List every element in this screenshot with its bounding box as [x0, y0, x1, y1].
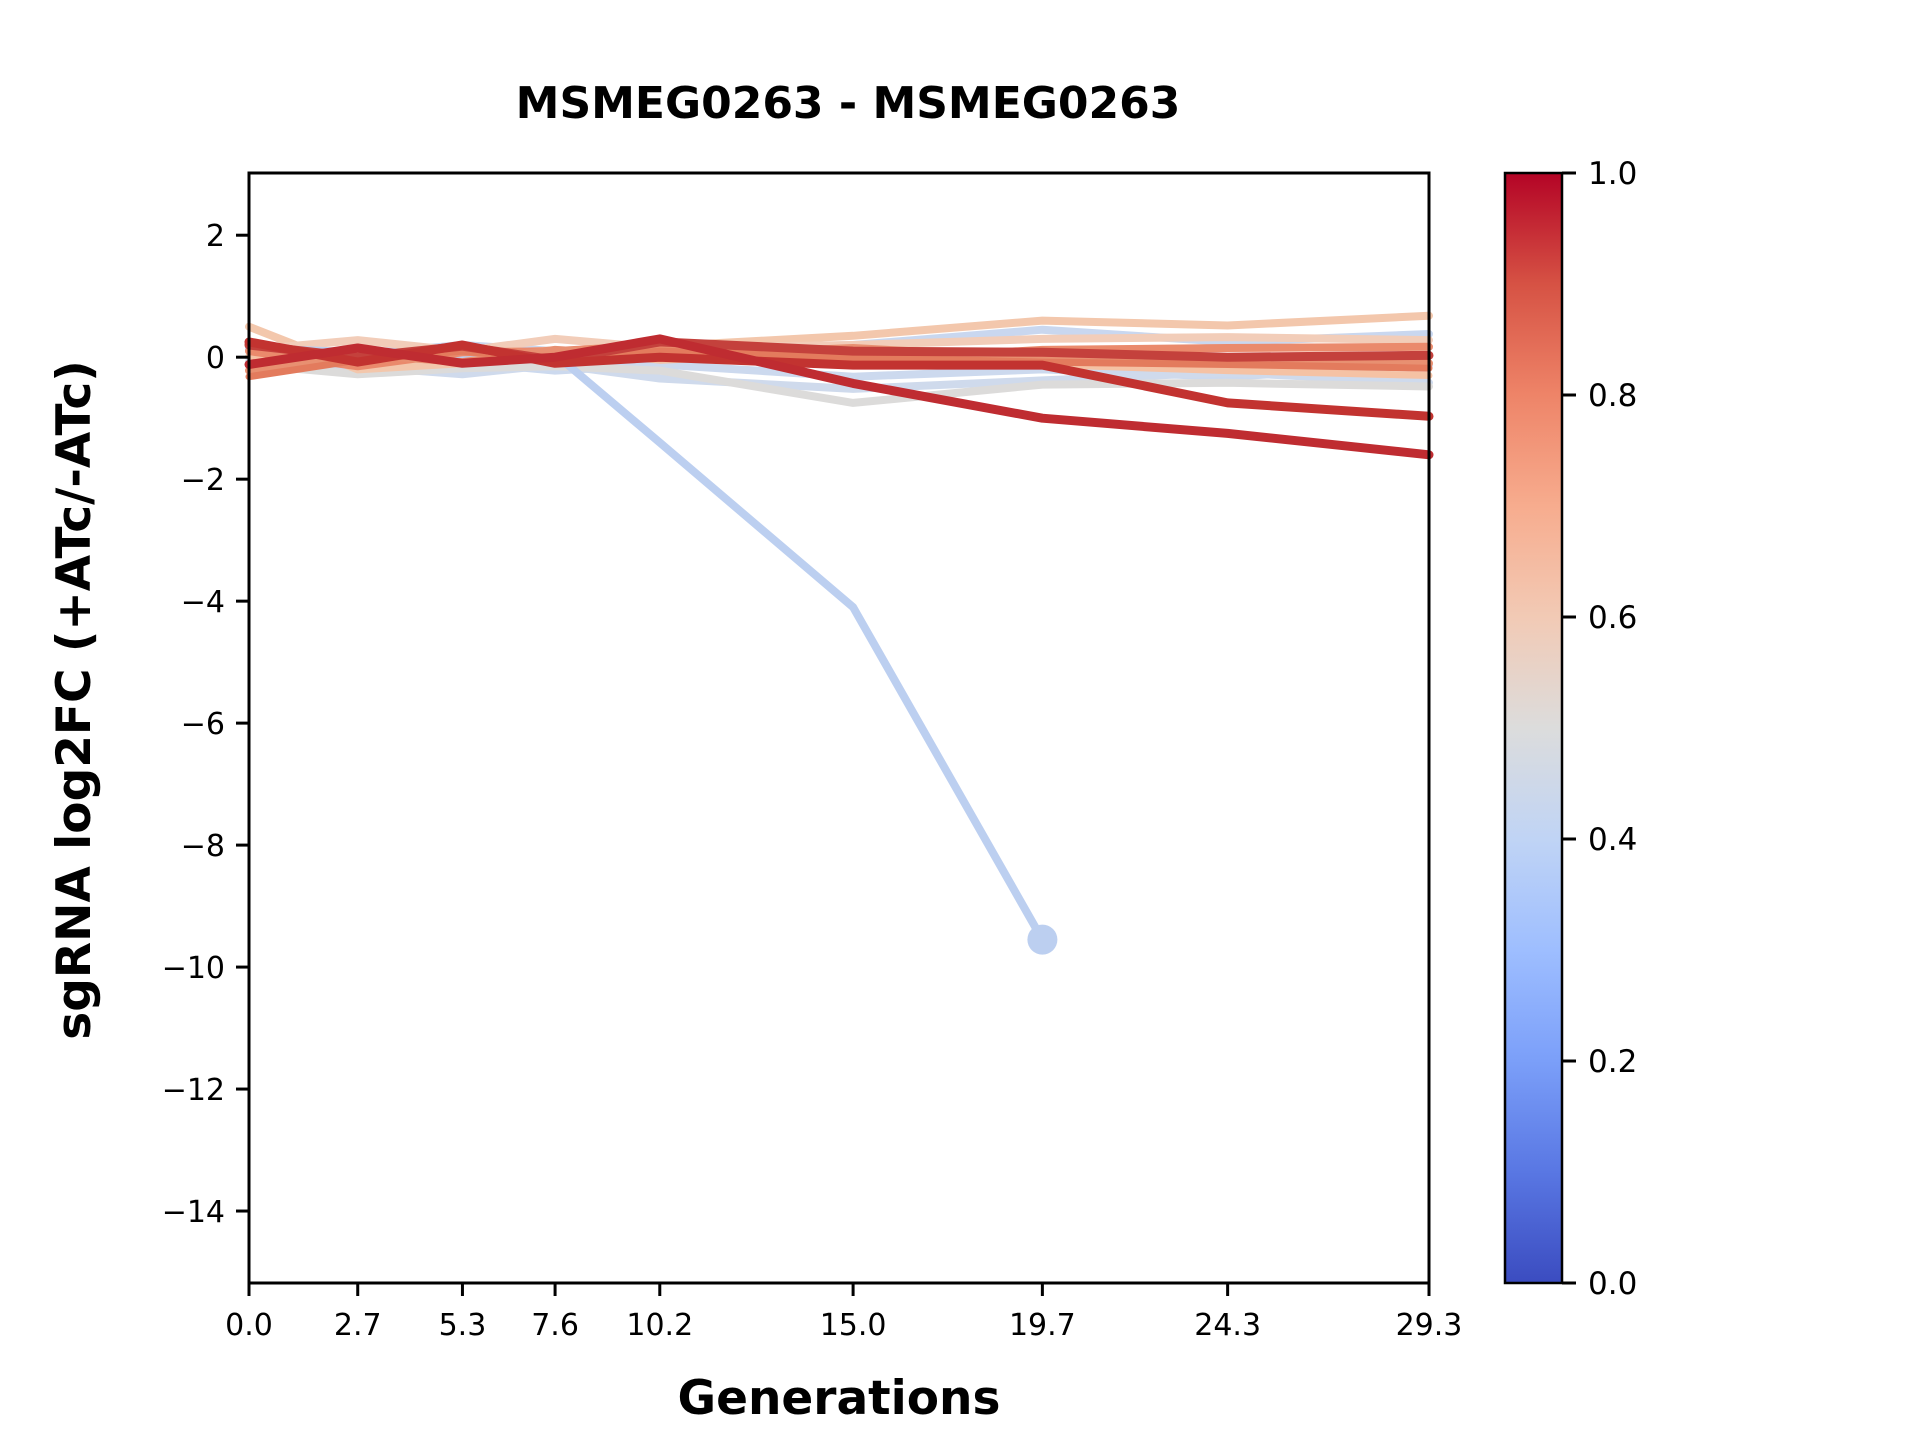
- colorbar-tick-label: 1.0: [1588, 156, 1637, 192]
- x-tick-label: 15.0: [820, 1308, 887, 1343]
- chart-title: MSMEG0263 - MSMEG0263: [516, 78, 1181, 129]
- colorbar-tick-label: 0.4: [1588, 822, 1637, 858]
- y-axis-label: sgRNA log2FC (+ATc/-ATc): [47, 360, 102, 1039]
- colorbar: 1.0 0.8 0.6 0.4 0.2 0.0: [1503, 156, 1637, 1302]
- x-tick-label: 2.7: [334, 1308, 382, 1343]
- series-layer: [244, 311, 1434, 955]
- y-tick-label: −4: [181, 585, 225, 620]
- y-tick-label: −14: [162, 1195, 225, 1230]
- x-tick-label: 7.6: [531, 1308, 579, 1343]
- y-tick-label: −12: [162, 1073, 225, 1108]
- x-tick-label: 24.3: [1194, 1308, 1261, 1343]
- y-tick-label: 0: [206, 341, 225, 376]
- dropout-endpoint-marker: [1027, 924, 1058, 955]
- x-tick-label: 19.7: [1009, 1308, 1076, 1343]
- colorbar-gradient: [1503, 171, 1564, 1285]
- y-tick-label: 2: [206, 219, 225, 254]
- series-line-sgrna-blue-dropout: [245, 344, 1047, 944]
- x-tick-label: 10.2: [626, 1308, 693, 1343]
- x-tick-label: 0.0: [225, 1308, 273, 1343]
- y-tick-label: −10: [162, 951, 225, 986]
- colorbar-tick-label: 0.0: [1588, 1266, 1637, 1302]
- plot-border: [247, 171, 1431, 1285]
- y-tick-label: −6: [181, 707, 225, 742]
- y-tick-label: −8: [181, 829, 225, 864]
- series-line-sgrna-gray: [245, 360, 1433, 407]
- colorbar-tick-label: 0.6: [1588, 600, 1637, 636]
- y-tick-label: −2: [181, 463, 225, 498]
- series-line-sgrna-darkred-3: [244, 334, 1434, 460]
- x-tick-label: 29.3: [1396, 1308, 1463, 1343]
- axis-layer: 0.0 2.7 5.3 7.6 10.2 15.0 19.7 24.3 29.3 2 0 −2 −4 −6…: [162, 219, 1463, 1343]
- x-tick-label: 5.3: [439, 1308, 487, 1343]
- x-axis-label: Generations: [678, 1371, 1001, 1426]
- colorbar-tick-label: 0.8: [1588, 378, 1637, 414]
- colorbar-tick-label: 0.2: [1588, 1044, 1637, 1080]
